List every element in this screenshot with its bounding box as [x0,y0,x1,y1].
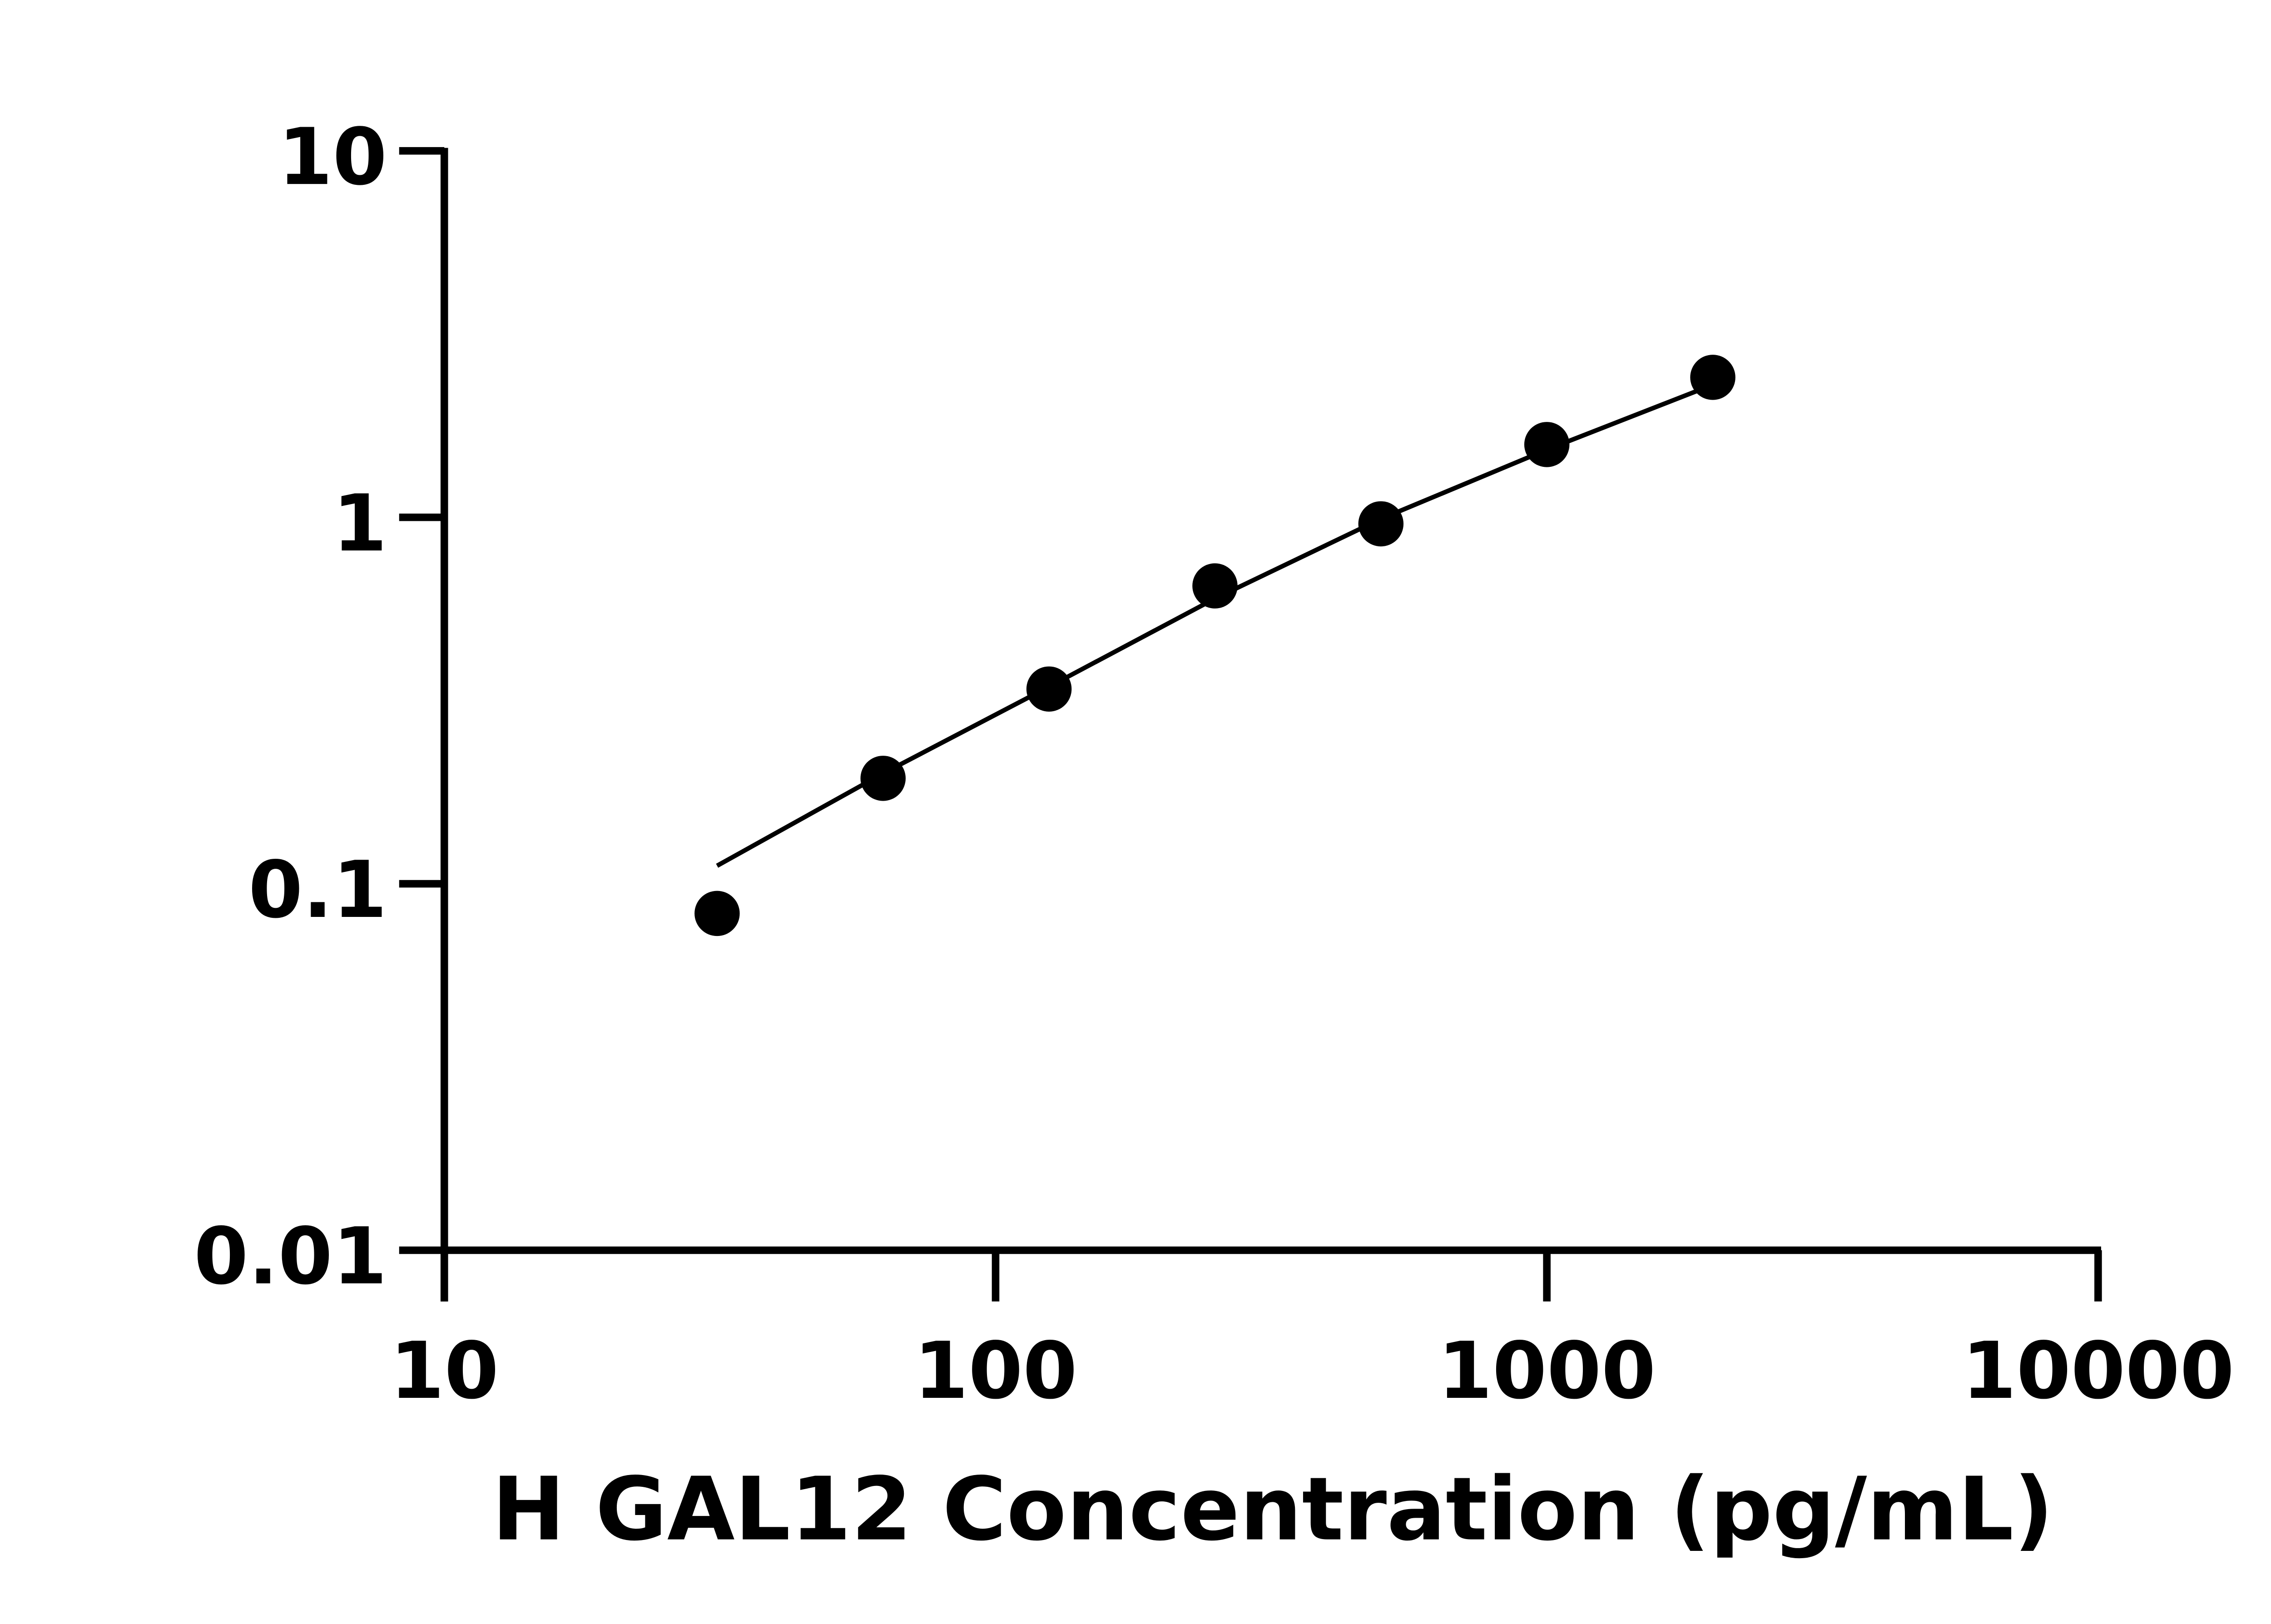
x-axis-label: H GAL12 Concentration (pg/mL) [492,1459,2053,1560]
data-point [1358,501,1404,547]
x-tick-label: 100 [914,1325,1077,1416]
y-tick-label: 0.1 [248,844,387,936]
data-point [694,891,740,936]
x-tick-label: 10000 [1962,1325,2234,1416]
ticks: 0.01 0.1 1 10 10 100 1000 10000 [194,111,2234,1416]
y-tick-label: 10 [278,111,387,203]
data-point [860,756,906,801]
data-point [1690,355,1735,400]
y-tick-label: 0.01 [194,1211,387,1302]
x-tick-label: 1000 [1438,1325,1656,1416]
y-tick-label: 1 [332,478,387,569]
axes [440,148,2101,1302]
data-point [1192,563,1238,609]
data-points [694,355,1735,936]
x-tick-label: 10 [390,1325,499,1416]
data-point [1524,422,1570,467]
data-point [1026,666,1072,712]
